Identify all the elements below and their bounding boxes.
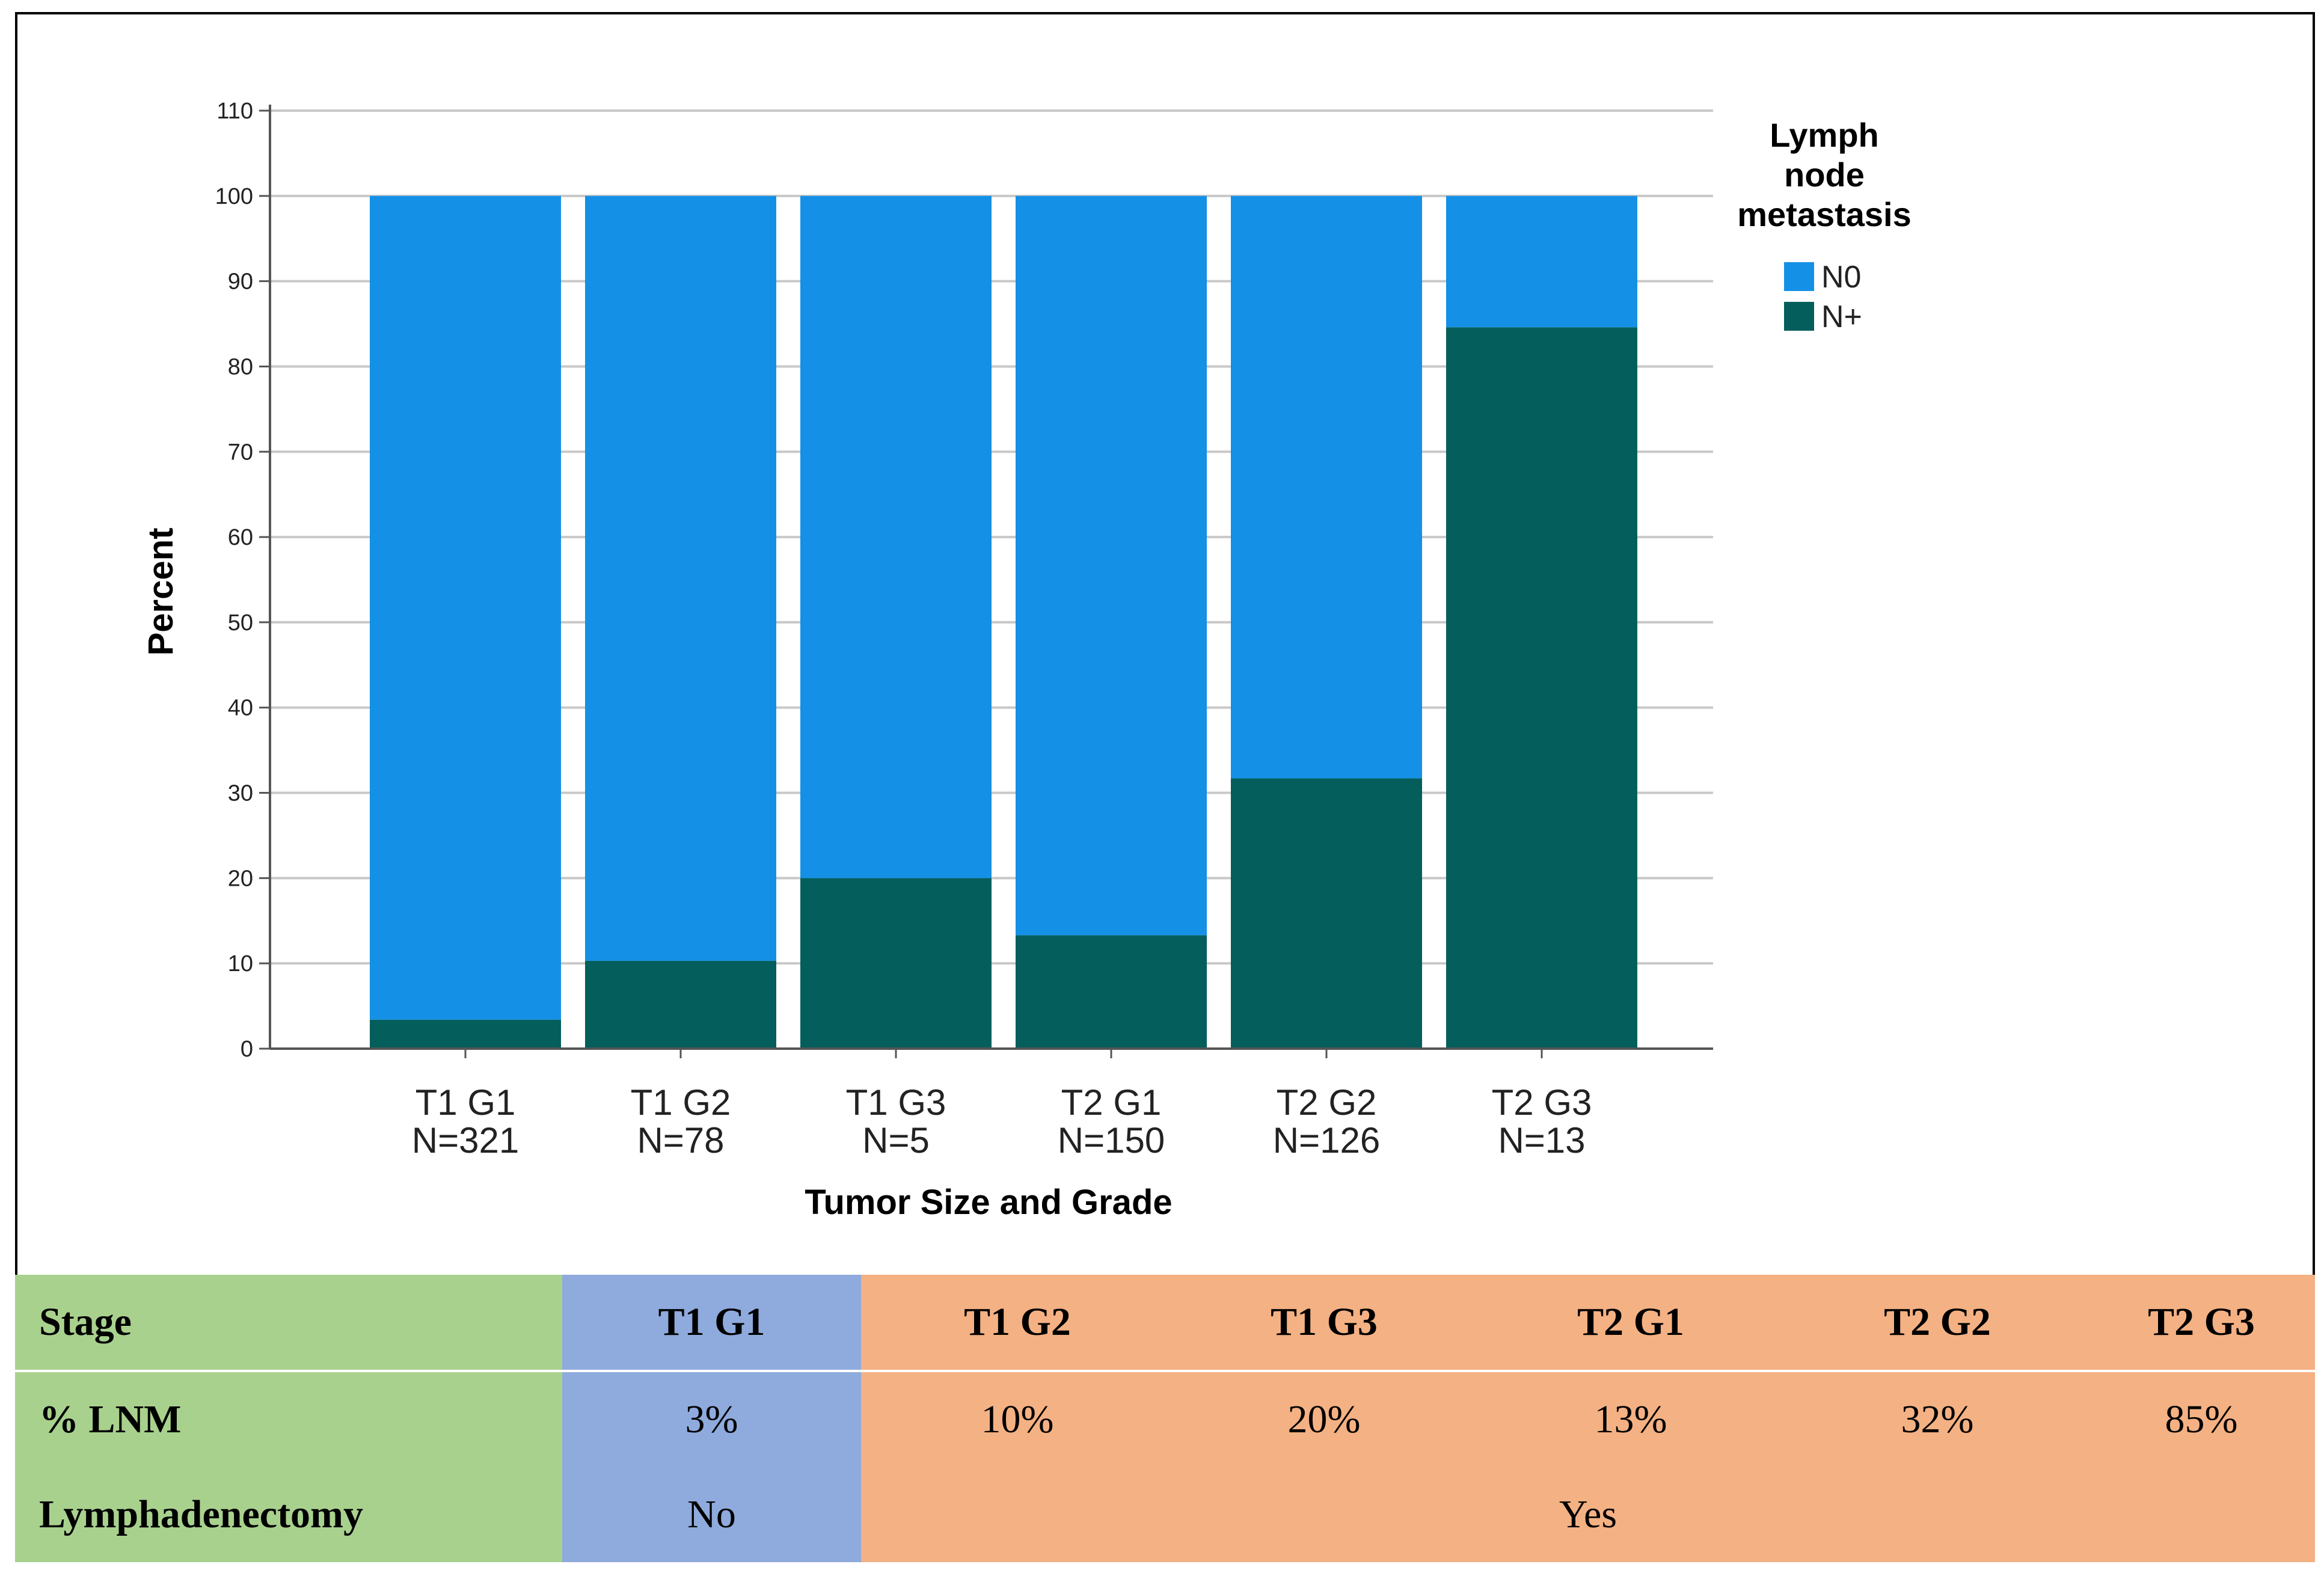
x-tick-sample-size: N=78 <box>637 1120 724 1161</box>
axes <box>269 105 1713 1058</box>
bar-n0 <box>585 195 776 961</box>
y-tick-label: 10 <box>228 951 253 977</box>
row-label-stage: Stage <box>15 1275 562 1372</box>
y-ticks: 0 10 20 30 40 50 60 70 80 90 100 110 <box>215 99 270 1062</box>
stage-cell: T1 G3 <box>1174 1275 1474 1372</box>
lnm-cell: 10% <box>861 1371 1174 1467</box>
y-tick-label: 30 <box>228 781 253 806</box>
y-tick-label: 100 <box>215 184 253 209</box>
bar-nplus <box>585 960 776 1049</box>
x-axis-title: Tumor Size and Grade <box>805 1183 1172 1222</box>
y-tick-label: 90 <box>228 269 253 295</box>
bar-nplus <box>1016 935 1207 1049</box>
legend-swatch-n0 <box>1784 262 1814 291</box>
bar-n0 <box>1016 195 1207 936</box>
x-category-labels: T1 G1N=321 T1 G2N=78 T1 G3N=5 T2 G1N=150 T2 … <box>412 1082 1592 1161</box>
y-tick-label: 50 <box>228 610 253 636</box>
lymphadenectomy-yes: Yes <box>861 1467 2315 1562</box>
x-tick-sample-size: N=5 <box>862 1120 930 1161</box>
legend-title: metastasis <box>1737 195 1912 233</box>
x-tick-label: T2 G1 <box>1061 1082 1162 1123</box>
y-tick-label: 40 <box>228 696 253 721</box>
y-tick-label: 0 <box>241 1037 253 1062</box>
y-tick-label: 60 <box>228 525 253 550</box>
x-tick-label: T1 G1 <box>415 1082 516 1123</box>
legend-title: Lymph <box>1770 116 1878 154</box>
x-tick-label: T2 G2 <box>1277 1082 1377 1123</box>
lnm-cell: 20% <box>1174 1371 1474 1467</box>
x-tick-sample-size: N=126 <box>1273 1120 1380 1161</box>
row-label-lymphadenectomy: Lymphadenectomy <box>15 1467 562 1562</box>
legend-label: N0 <box>1821 260 1861 295</box>
y-tick-label: 80 <box>228 354 253 379</box>
bar-nplus <box>1231 778 1422 1049</box>
x-tick-sample-size: N=13 <box>1498 1120 1585 1161</box>
x-tick-sample-size: N=150 <box>1058 1120 1165 1161</box>
y-tick-label: 70 <box>228 440 253 465</box>
stage-cell: T2 G3 <box>2088 1275 2315 1372</box>
table-row-lnm: % LNM 3% 10% 20% 13% 32% 85% <box>15 1371 2315 1467</box>
table-row-lymphadenectomy: Lymphadenectomy No Yes <box>15 1467 2315 1562</box>
lnm-cell: 13% <box>1474 1371 1787 1467</box>
bar-n0 <box>1446 195 1637 328</box>
stage-cell: T1 G2 <box>861 1275 1174 1372</box>
row-label-lnm: % LNM <box>15 1371 562 1467</box>
bar-n0 <box>800 195 992 878</box>
x-tick-sample-size: N=321 <box>412 1120 519 1161</box>
stage-cell: T2 G2 <box>1787 1275 2088 1372</box>
lnm-cell: 3% <box>562 1371 861 1467</box>
y-tick-label: 20 <box>228 866 253 891</box>
bar-nplus <box>800 878 992 1049</box>
lnm-cell: 32% <box>1787 1371 2088 1467</box>
stage-cell: T2 G1 <box>1474 1275 1787 1372</box>
legend-label: N+ <box>1821 299 1862 334</box>
lymphadenectomy-no: No <box>562 1467 861 1562</box>
bars <box>370 195 1637 1049</box>
bar-n0 <box>370 195 561 1020</box>
stage-cell: T1 G1 <box>562 1275 861 1372</box>
table-row-stage: Stage T1 G1 T1 G2 T1 G3 T2 G1 T2 G2 T2 G… <box>15 1275 2315 1372</box>
x-tick-label: T1 G2 <box>631 1082 731 1123</box>
y-axis-title: Percent <box>141 528 180 656</box>
legend-swatch-nplus <box>1784 302 1814 331</box>
y-tick-label: 110 <box>216 99 253 124</box>
summary-table: Stage T1 G1 T1 G2 T1 G3 T2 G1 T2 G2 T2 G… <box>15 1275 2315 1562</box>
bar-nplus <box>370 1019 561 1049</box>
x-tick-label: T2 G3 <box>1492 1082 1592 1123</box>
legend-title: node <box>1784 156 1865 194</box>
x-tick-label: T1 G3 <box>846 1082 946 1123</box>
lnm-cell: 85% <box>2088 1371 2315 1467</box>
bar-n0 <box>1231 195 1422 779</box>
bar-nplus <box>1446 327 1637 1049</box>
